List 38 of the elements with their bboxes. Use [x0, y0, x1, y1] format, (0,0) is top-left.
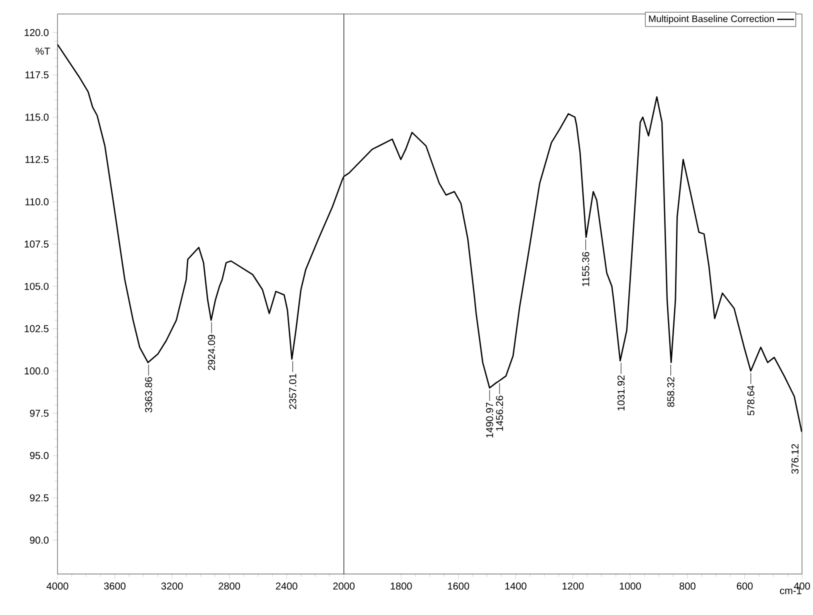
y-axis-title: %T [36, 48, 50, 55]
y-tick-label: 105.0 [24, 282, 49, 290]
y-tick-label: 97.5 [30, 410, 49, 417]
x-tick-label: 2400 [276, 582, 298, 590]
x-tick-label: 2000 [333, 582, 355, 590]
legend-label: Multipoint Baseline Correction [649, 15, 774, 24]
y-tick-label: 112.5 [25, 156, 49, 164]
y-tick-label: 95.0 [30, 452, 49, 460]
y-tick-label: 92.5 [30, 494, 49, 502]
annotation: 2924.09 [208, 334, 216, 370]
x-tick-label: 3200 [161, 582, 183, 590]
annotation: 1490.97 [486, 402, 494, 438]
y-tick-label: 90.0 [30, 536, 49, 544]
annotation: 1456.26 [496, 396, 504, 431]
y-tick-label: 117.5 [25, 71, 49, 78]
y-tick-label: 100.0 [24, 367, 49, 375]
annotation: 1155.36 [582, 252, 590, 286]
annotation: 3363.86 [145, 377, 152, 412]
x-tick-label: 3600 [104, 582, 126, 590]
x-tick-label: 1200 [562, 582, 584, 590]
x-tick-label: 800 [680, 582, 696, 590]
x-tick-label: 4000 [46, 582, 68, 590]
x-tick-label: 600 [736, 582, 753, 590]
annotation: 578.64 [747, 385, 754, 416]
annotation: 2357.01 [289, 374, 296, 409]
x-tick-label: 1800 [390, 582, 412, 590]
y-tick-label: 120.0 [24, 29, 49, 36]
annotation: 376.12 [791, 444, 799, 474]
y-tick-label: 107.5 [24, 240, 49, 248]
annotation: 1031.92 [618, 376, 625, 410]
x-tick-label: 1600 [448, 582, 470, 590]
y-tick-label: 110.0 [25, 198, 49, 206]
x-tick-label: 1400 [505, 582, 526, 590]
x-tick-label: 1000 [620, 582, 641, 590]
annotation: 858.32 [667, 377, 674, 407]
x-tick-label: 2800 [218, 582, 240, 590]
y-tick-label: 102.5 [24, 325, 49, 332]
y-tick-label: 115.0 [25, 114, 49, 121]
